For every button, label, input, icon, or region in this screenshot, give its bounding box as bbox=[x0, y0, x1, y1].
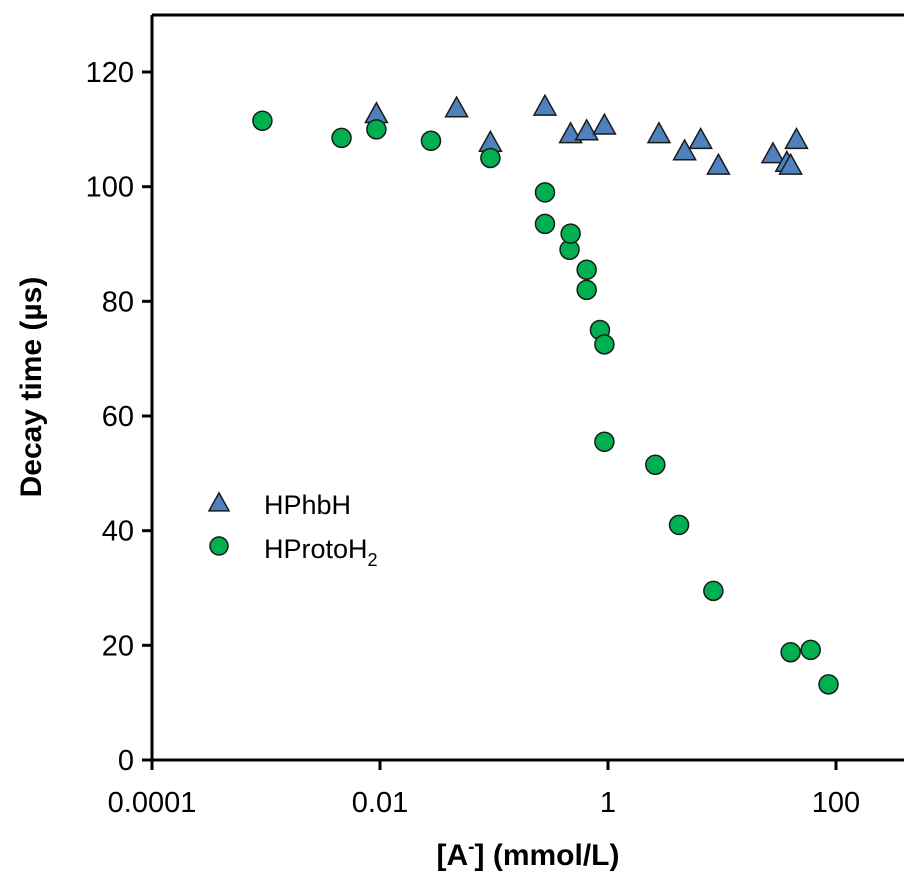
point-hprotoh2 bbox=[594, 431, 615, 453]
y-axis-title: Decay time (µs) bbox=[15, 277, 48, 498]
x-axis-title-prefix: [A bbox=[437, 839, 469, 872]
x-tick-label: 0.01 bbox=[352, 787, 408, 819]
point-hphbh bbox=[672, 138, 697, 161]
legend-label-hprotoh2-subscript: 2 bbox=[368, 550, 378, 570]
series-hphbh bbox=[364, 93, 809, 175]
point-hphbh bbox=[688, 126, 713, 150]
point-hprotoh2 bbox=[576, 279, 597, 301]
y-tick-label: 60 bbox=[102, 401, 134, 433]
point-hprotoh2 bbox=[534, 213, 556, 235]
point-hprotoh2 bbox=[800, 639, 821, 661]
point-hprotoh2 bbox=[534, 182, 556, 203]
point-hprotoh2 bbox=[480, 147, 501, 169]
point-hprotoh2 bbox=[594, 334, 615, 355]
legend: HPhbH HProtoH2 bbox=[207, 490, 378, 570]
point-hprotoh2 bbox=[645, 454, 666, 475]
point-hprotoh2 bbox=[366, 119, 387, 140]
point-hprotoh2 bbox=[331, 127, 352, 149]
legend-label-hphbh: HPhbH bbox=[264, 490, 351, 520]
point-hphbh bbox=[532, 93, 558, 116]
x-tick-label: 100 bbox=[812, 787, 860, 819]
point-hphbh bbox=[574, 118, 599, 141]
y-tick-label: 20 bbox=[102, 630, 134, 662]
point-hprotoh2 bbox=[780, 641, 801, 663]
series-hprotoh2 bbox=[252, 110, 839, 695]
x-tick-label: 0.0001 bbox=[108, 787, 197, 819]
y-axis-ticks: 0 20 40 60 80 100 120 bbox=[86, 57, 152, 777]
x-axis-title-superscript: - bbox=[468, 837, 474, 858]
point-hphbh bbox=[592, 112, 617, 135]
legend-label-hprotoh2-base: HProtoH bbox=[264, 534, 368, 564]
plot-frame bbox=[150, 13, 904, 762]
y-tick-label: 40 bbox=[102, 516, 134, 548]
legend-marker-hphbh bbox=[207, 491, 231, 512]
x-tick-label: 1 bbox=[600, 787, 616, 819]
y-tick-label: 100 bbox=[86, 172, 134, 204]
point-hphbh bbox=[784, 126, 809, 150]
point-hprotoh2 bbox=[703, 580, 724, 602]
y-tick-label: 80 bbox=[102, 286, 134, 318]
point-hprotoh2 bbox=[420, 130, 442, 152]
x-axis-title-suffix: ] (mmol/L) bbox=[475, 839, 620, 872]
point-hphbh bbox=[778, 152, 803, 175]
point-hphbh bbox=[760, 141, 786, 164]
point-hphbh bbox=[706, 152, 731, 175]
point-hprotoh2 bbox=[560, 223, 581, 244]
legend-label-hphbh-base: HPhbH bbox=[264, 490, 351, 520]
point-hprotoh2 bbox=[576, 259, 597, 281]
data-points bbox=[252, 93, 839, 695]
x-axis-title: [A-] (mmol/L) bbox=[437, 837, 620, 872]
point-hphbh bbox=[646, 121, 672, 144]
point-hprotoh2 bbox=[668, 514, 690, 536]
y-tick-label: 0 bbox=[118, 745, 134, 777]
legend-label-hprotoh2: HProtoH2 bbox=[264, 534, 378, 570]
point-hphbh bbox=[444, 95, 469, 118]
x-axis-ticks: 0.0001 0.01 1 100 bbox=[108, 760, 860, 819]
point-hprotoh2 bbox=[252, 110, 273, 131]
point-hprotoh2 bbox=[818, 674, 839, 695]
legend-marker-hprotoh2 bbox=[209, 536, 229, 556]
y-tick-label: 120 bbox=[86, 57, 134, 89]
